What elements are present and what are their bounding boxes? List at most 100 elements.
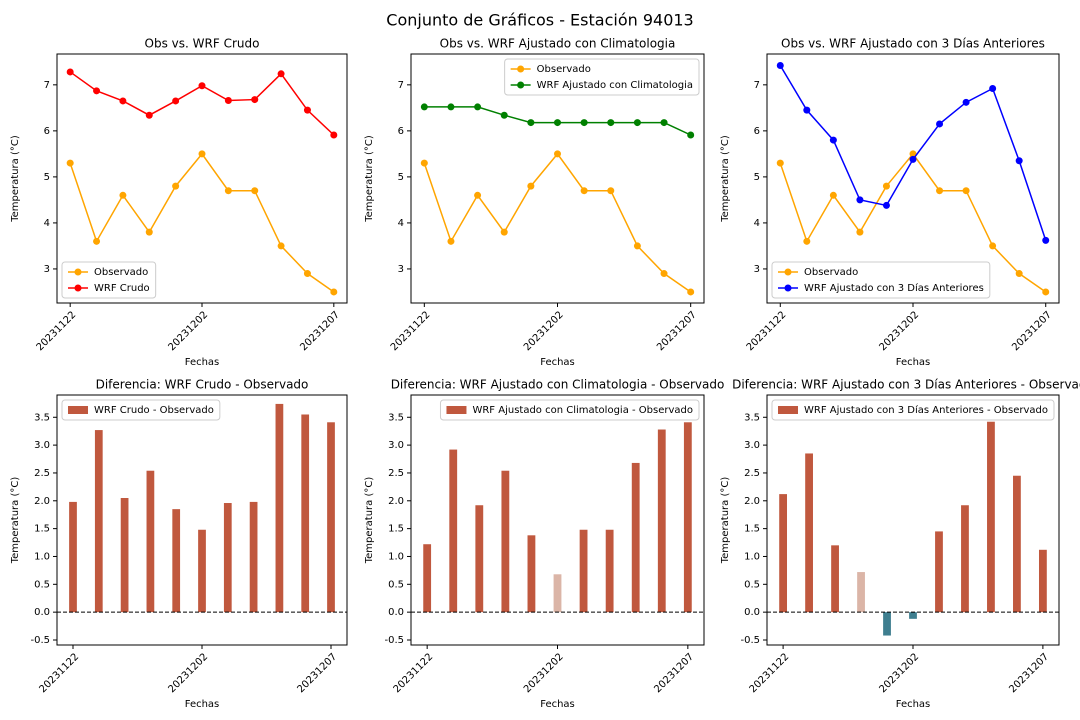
- marker: [936, 187, 944, 195]
- marker: [989, 85, 997, 93]
- marker: [277, 70, 285, 78]
- bar: [223, 503, 232, 613]
- marker: [224, 96, 232, 104]
- y-tick-label: 3.0: [388, 440, 404, 451]
- legend: Observado WRF Crudo: [61, 261, 157, 299]
- legend-label: WRF Ajustado con 3 Días Anteriores: [804, 282, 984, 294]
- bar: [475, 505, 484, 613]
- marker: [66, 68, 74, 76]
- marker: [882, 182, 890, 190]
- y-axis-label: Temperatura (°C): [720, 477, 731, 565]
- marker: [1015, 157, 1023, 165]
- y-tick-label: 0.5: [34, 579, 50, 590]
- marker: [145, 111, 153, 119]
- bar: [172, 509, 181, 613]
- bar: [198, 529, 206, 613]
- legend-swatch: [778, 406, 798, 414]
- subplot-title: Diferencia: WRF Crudo - Observado: [96, 378, 309, 392]
- marker: [527, 182, 535, 190]
- y-tick-label: -0.5: [740, 635, 760, 646]
- marker: [829, 191, 837, 199]
- legend-label: WRF Crudo: [94, 283, 150, 294]
- legend-label: WRF Ajustado con Climatologia: [537, 80, 693, 91]
- y-tick-label: 3.5: [34, 412, 50, 423]
- legend-swatch: [446, 406, 467, 414]
- legend-label: Observado: [804, 267, 858, 278]
- y-tick-label: 0.0: [34, 607, 50, 618]
- marker: [962, 187, 970, 195]
- y-tick-label: 3.5: [744, 412, 760, 423]
- marker: [882, 201, 890, 209]
- marker: [420, 159, 428, 167]
- legend: Observado WRF Ajustado con Climatologia: [504, 58, 700, 96]
- marker: [93, 87, 101, 95]
- axes-frame: [56, 53, 348, 304]
- y-tick-label: 0.5: [744, 579, 760, 590]
- marker: [633, 242, 641, 250]
- y-tick-label: 1.5: [388, 524, 404, 535]
- marker: [687, 131, 695, 139]
- marker: [660, 119, 668, 127]
- y-tick-label: -0.5: [30, 635, 50, 646]
- y-tick-label: 5: [754, 172, 760, 183]
- y-tick-label: 5: [398, 172, 404, 183]
- marker: [119, 191, 127, 199]
- y-tick-label: 1.0: [744, 551, 760, 562]
- marker: [420, 103, 428, 111]
- y-tick-label: 7: [398, 80, 404, 91]
- marker: [989, 242, 997, 250]
- marker: [474, 191, 482, 199]
- axes-frame: [766, 53, 1060, 304]
- marker: [66, 159, 74, 167]
- marker: [936, 120, 944, 128]
- bar: [501, 470, 510, 613]
- y-tick-label: 0.0: [744, 607, 760, 618]
- y-tick-label: 1.5: [34, 524, 50, 535]
- bar: [657, 429, 666, 613]
- marker: [909, 150, 917, 158]
- y-tick-label: 2.5: [388, 468, 404, 479]
- legend-box: [439, 399, 700, 421]
- axes-frame: [410, 53, 705, 304]
- marker: [962, 98, 970, 106]
- marker: [1042, 288, 1050, 296]
- bar: [249, 501, 258, 613]
- y-axis-label: Temperatura (°C): [364, 135, 375, 223]
- marker: [224, 187, 232, 195]
- marker: [330, 288, 338, 296]
- bar: [1038, 549, 1047, 613]
- legend-box: [61, 399, 221, 421]
- y-tick-label: 4: [44, 218, 50, 229]
- subplot-title: Obs vs. WRF Ajustado con 3 Días Anterior…: [781, 37, 1045, 51]
- x-axis-label: Fechas: [540, 699, 575, 710]
- bar: [631, 462, 640, 613]
- bar: [553, 574, 562, 613]
- y-axis-label: Temperatura (°C): [10, 135, 21, 223]
- marker: [500, 111, 508, 119]
- legend-label: WRF Ajustado con 3 Días Anteriores - Obs…: [804, 404, 1048, 416]
- marker: [554, 119, 561, 127]
- subplot-title: Diferencia: WRF Ajustado con 3 Días Ante…: [732, 378, 1080, 392]
- legend-marker: [517, 81, 525, 89]
- legend-marker: [74, 284, 82, 292]
- marker: [803, 237, 811, 245]
- subplot: Obs vs. WRF Ajustado con Climatologia Fec…: [364, 37, 705, 368]
- marker: [93, 237, 101, 245]
- y-axis-label: Temperatura (°C): [364, 477, 375, 565]
- marker: [909, 155, 917, 163]
- y-tick-label: 2.0: [388, 496, 404, 507]
- legend-label: WRF Ajustado con Climatologia - Observad…: [472, 405, 693, 416]
- bar: [961, 505, 969, 613]
- marker: [303, 106, 311, 114]
- y-tick-label: 2.5: [34, 468, 50, 479]
- axes-frame: [56, 394, 348, 646]
- bar: [301, 414, 310, 613]
- y-tick-label: 3.5: [388, 412, 404, 423]
- bar: [857, 572, 865, 613]
- bar: [883, 612, 891, 636]
- bar: [146, 470, 155, 613]
- y-tick-label: 2.5: [744, 468, 760, 479]
- marker: [1042, 236, 1050, 244]
- y-tick-label: 7: [44, 80, 50, 91]
- bar: [579, 529, 588, 613]
